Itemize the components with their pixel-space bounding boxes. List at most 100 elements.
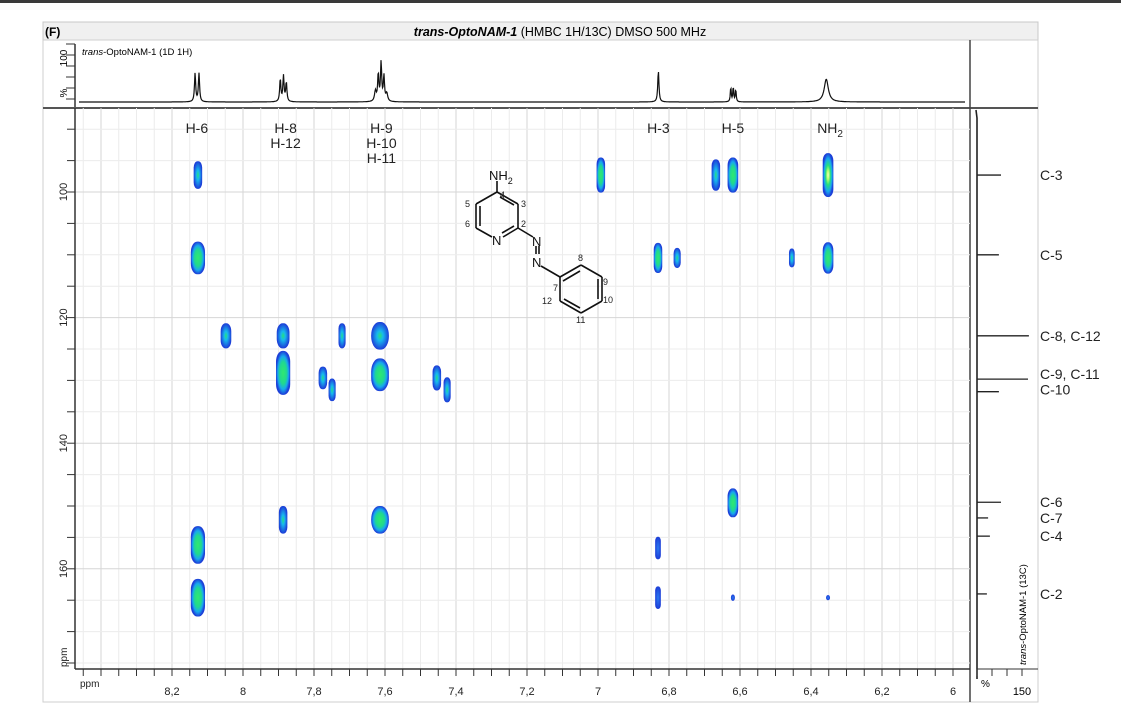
cross-peak <box>190 578 206 617</box>
proton-label: H-12 <box>270 135 301 151</box>
x-axis-label: ppm <box>80 679 99 690</box>
atom-number: 6 <box>465 219 470 229</box>
proton-intensity-axis: 100% <box>59 43 76 108</box>
proton-label: NH2 <box>817 120 843 140</box>
atom-numbers: 4 3 5 6 2 8 9 10 7 12 11 <box>465 190 613 325</box>
cross-peak <box>727 488 739 518</box>
cross-peak <box>371 506 389 534</box>
carbon-13-projection: C-3 C-5 C-8, C-12 C-9, C-11C-10 C-6C-7 C-4 C-2… <box>975 109 1101 698</box>
cross-peak <box>318 366 328 390</box>
azo-nitrogen-2: N <box>532 255 541 270</box>
cross-peak <box>328 378 336 402</box>
atom-number: 10 <box>603 295 613 305</box>
proton-label: H-9 <box>370 120 393 136</box>
x-tick-label: 6,4 <box>803 686 818 698</box>
atom-number: 7 <box>553 283 558 293</box>
x-tick-label: 7,8 <box>306 686 321 698</box>
atom-number: 5 <box>465 199 470 209</box>
proton-label-subscript: 2 <box>837 129 843 140</box>
cross-peak <box>190 241 206 275</box>
carbon-label: C-10 <box>1040 382 1071 398</box>
x-tick-label: 8 <box>240 686 246 698</box>
x-tick-label: 8,2 <box>164 686 179 698</box>
grid <box>75 108 970 669</box>
figure-frame <box>42 39 1039 703</box>
figure-title: trans-OptoNAM-1 (HMBC 1H/13C) DMSO 500 M… <box>414 25 706 39</box>
cross-peak <box>276 350 291 395</box>
cross-peak <box>432 365 442 391</box>
y-tick-label: 140 <box>58 434 70 452</box>
cross-peak <box>190 526 206 564</box>
x-tick-label: 6,6 <box>732 686 747 698</box>
cross-peak <box>371 321 389 350</box>
x-axis: 8,2 8 7,8 7,6 7,4 7,2 7 6,8 6,6 6,4 6,2 6 ppm <box>75 668 970 698</box>
azo-nitrogen-1: N <box>532 234 541 249</box>
carbon-label: C-3 <box>1040 167 1063 183</box>
carbon-label: C-4 <box>1040 528 1063 544</box>
carbon-label: C-6 <box>1040 494 1063 510</box>
cross-peak <box>653 242 663 274</box>
cross-peak <box>371 358 389 392</box>
cross-peaks <box>190 153 834 617</box>
ring-nitrogen: N <box>492 233 501 248</box>
x-tick-label: 7,6 <box>377 686 392 698</box>
cross-peak <box>711 159 721 191</box>
atom-number: 8 <box>578 253 583 263</box>
proton-trace-label: trans-OptoNAM-1 (1D 1H) <box>82 47 192 58</box>
x-tick-label: 7 <box>595 686 601 698</box>
y-tick-label: 100 <box>58 183 70 201</box>
cross-peak <box>443 377 451 403</box>
proton-label: H-8 <box>274 120 297 136</box>
y-tick-label: 160 <box>58 560 70 578</box>
carbon-label: C-5 <box>1040 247 1063 263</box>
carbon-label: C-8, C-12 <box>1040 328 1101 344</box>
x-tick-label: 6 <box>950 686 956 698</box>
proton-label: H-6 <box>186 120 209 136</box>
x-tick-label: 7,4 <box>448 686 463 698</box>
proton-label-text: NH <box>817 120 837 136</box>
title-compound: trans-OptoNAM-1 <box>414 25 518 39</box>
proton-label: H-5 <box>722 120 745 136</box>
carbon-label: C-7 <box>1040 510 1063 526</box>
atom-number: 3 <box>521 199 526 209</box>
cross-peak <box>788 248 795 268</box>
cross-peak <box>730 594 735 601</box>
cross-peak <box>220 323 232 349</box>
title-experiment: (HMBC 1H/13C) DMSO 500 MHz <box>517 25 706 39</box>
atom-number: 12 <box>542 296 552 306</box>
carbon-label: C-9, C-11 <box>1040 366 1100 382</box>
carbon-axis-line <box>975 109 978 679</box>
y-axis: 100 120 140 160 ppm <box>58 108 76 669</box>
y-tick-label: 120 <box>58 308 70 326</box>
proton-label: H-10 <box>366 135 397 151</box>
cross-peak <box>822 242 834 274</box>
cross-peak <box>822 153 834 198</box>
structure-labels: NH2 N N N <box>489 168 541 270</box>
cross-peak <box>826 595 831 601</box>
nh2-group: NH2 <box>489 168 513 186</box>
x-tick-label: 6,8 <box>661 686 676 698</box>
top-border <box>0 0 1121 3</box>
cross-peak <box>338 323 346 349</box>
proton-1d-spectrum <box>79 60 965 103</box>
cross-peak <box>655 586 661 609</box>
proton-label: H-11 <box>367 150 397 166</box>
chemical-structure <box>475 181 603 314</box>
x-tick-label: 7,2 <box>519 686 534 698</box>
y-axis-label: ppm <box>59 648 70 667</box>
cross-peak <box>278 506 288 534</box>
atom-number: 11 <box>576 315 585 325</box>
proton-label: H-3 <box>647 120 670 136</box>
carbon-axis-tick-label: 150 <box>1013 686 1031 698</box>
carbon-label: C-2 <box>1040 586 1063 602</box>
cross-peak <box>727 157 739 193</box>
carbon-axis-unit: % <box>981 679 990 690</box>
cross-peak <box>655 536 661 560</box>
carbon-trace-label: trans-OptoNAM-1 (13C) <box>1018 564 1029 665</box>
proton-assignments: H-6 H-8H-12 H-9H-10H-11 H-3 H-5 NH2 <box>186 120 844 166</box>
cross-peak <box>673 247 681 268</box>
cross-peak <box>276 323 290 349</box>
proton-axis-max-label: 100 <box>59 49 70 66</box>
panel-label: (F) <box>45 25 60 39</box>
